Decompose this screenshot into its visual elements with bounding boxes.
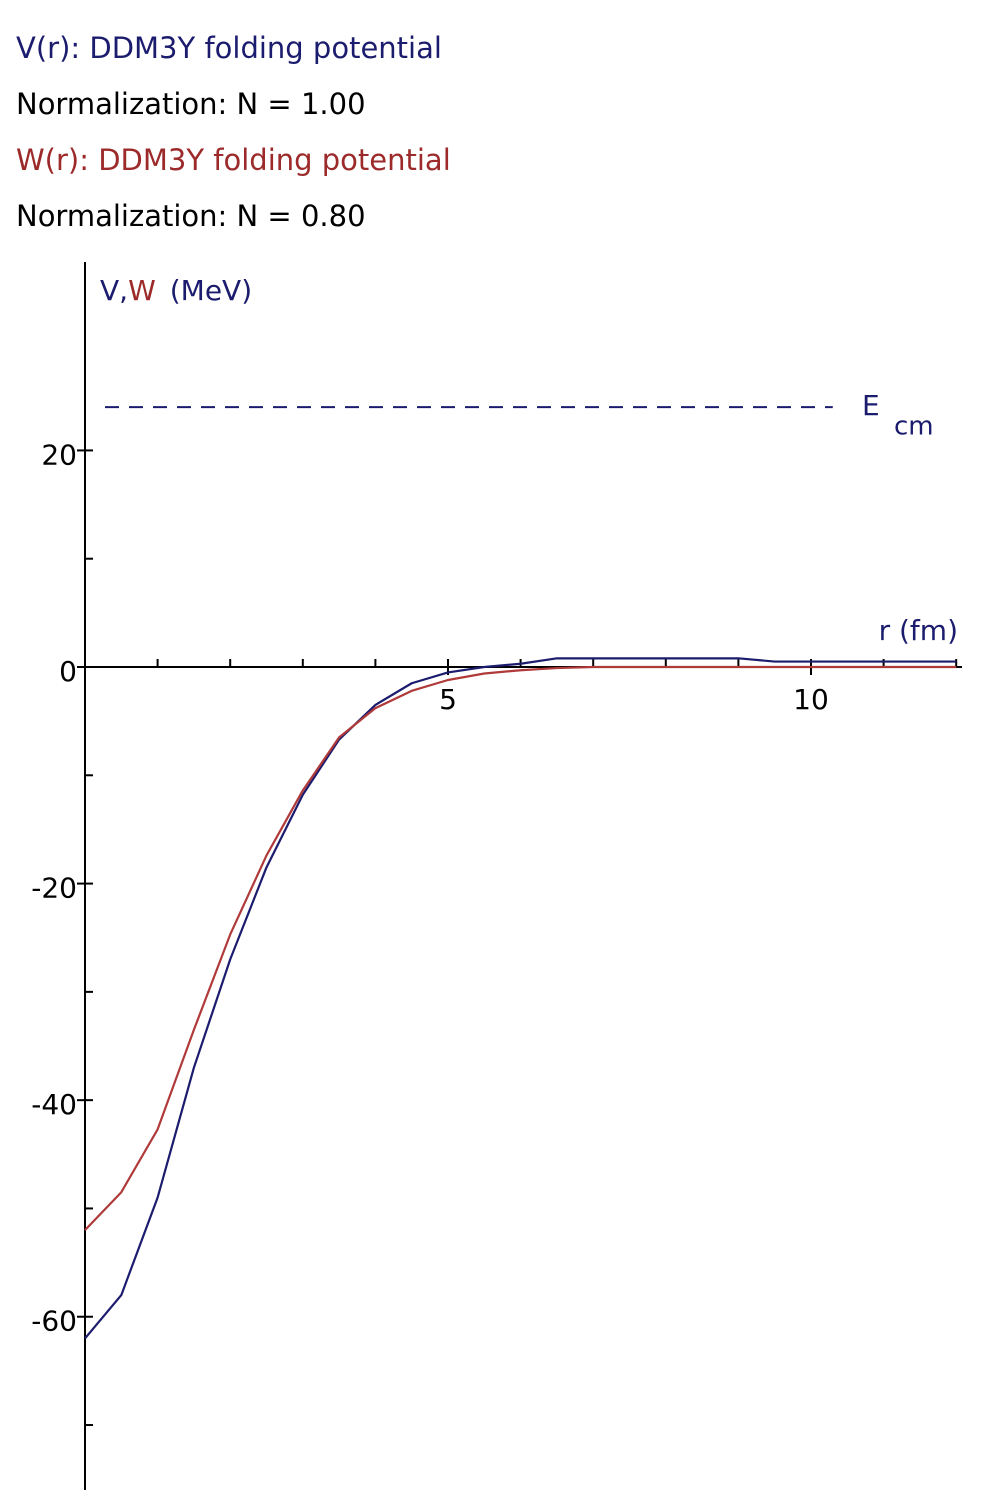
y-tick-label: 0 xyxy=(59,655,77,688)
y-axis-label-part: (MeV) xyxy=(170,274,252,307)
ecm-subscript: cm xyxy=(894,412,934,442)
y-tick-label: -60 xyxy=(31,1305,77,1338)
header: W(r): DDM3Y folding potential xyxy=(16,143,451,177)
series-line xyxy=(84,657,957,1340)
y-axis-label: V,W (MeV) xyxy=(100,274,252,307)
series-line xyxy=(84,665,957,1231)
y-axis-label-part: V xyxy=(100,274,119,307)
y-tick-label: -20 xyxy=(31,872,77,905)
header: V(r): DDM3Y folding potential xyxy=(16,31,442,65)
x-tick-label: 5 xyxy=(439,683,457,716)
header: Normalization: N = 1.00 xyxy=(16,87,366,121)
header: Normalization: N = 0.80 xyxy=(16,199,366,233)
y-tick-label: 20 xyxy=(41,438,77,471)
ecm-label: E xyxy=(862,389,880,422)
y-tick-label: -40 xyxy=(31,1088,77,1121)
y-axis-label-part: , xyxy=(119,274,128,307)
y-axis-label-part: W xyxy=(128,274,156,307)
x-tick-label: 10 xyxy=(793,683,829,716)
x-axis-label: r (fm) xyxy=(879,614,958,647)
